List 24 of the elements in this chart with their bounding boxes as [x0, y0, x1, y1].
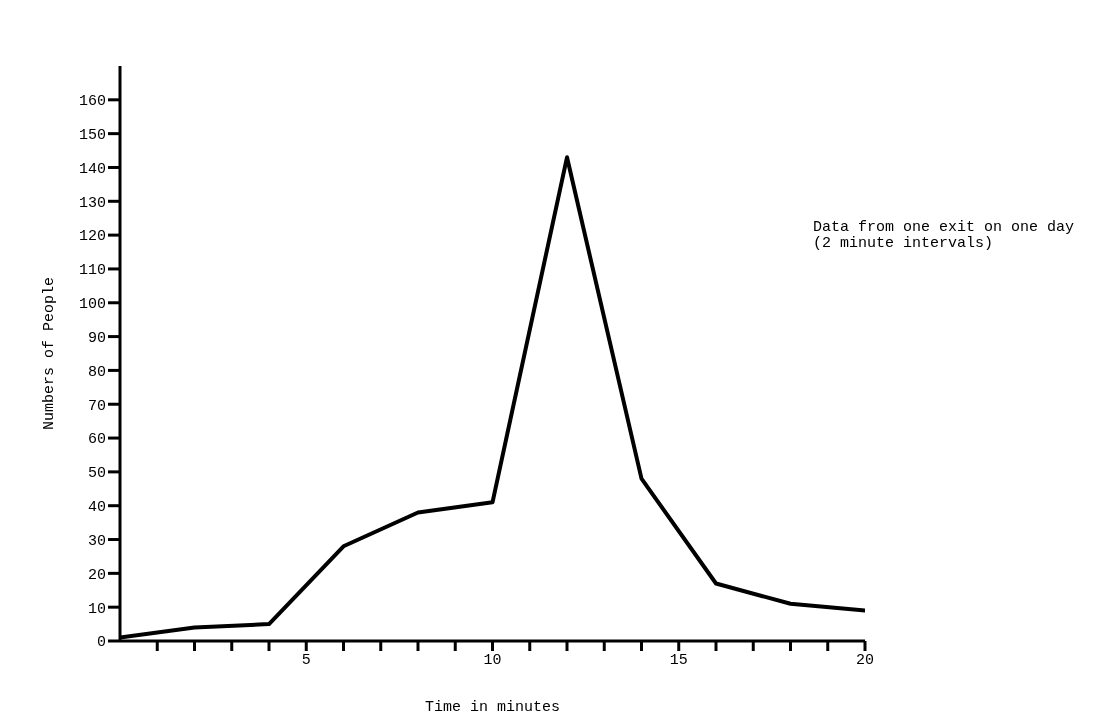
x-axis-title: Time in minutes	[424, 699, 561, 716]
y-tick-label: 30	[87, 532, 106, 550]
y-axis-title: Numbers of People	[41, 276, 59, 431]
y-tick-label: 110	[78, 262, 106, 280]
y-tick-label: 40	[87, 499, 106, 517]
y-tick-label: 80	[87, 363, 106, 381]
y-tick-label: 90	[87, 329, 106, 347]
y-tick-label: 120	[78, 228, 106, 246]
y-tick-label: 50	[87, 465, 106, 483]
x-tick-label: 10	[483, 651, 502, 669]
x-tick-label: 15	[669, 651, 688, 669]
y-tick-label: 150	[78, 126, 106, 144]
y-tick-label: 0	[96, 634, 106, 652]
y-tick-label: 140	[78, 160, 106, 178]
y-tick-label: 10	[87, 600, 106, 618]
x-tick-label: 5	[301, 651, 311, 669]
y-tick-label: 20	[87, 566, 106, 584]
y-tick-label: 130	[78, 194, 106, 212]
y-tick-label: 100	[78, 296, 106, 314]
y-tick-label: 70	[87, 397, 106, 415]
y-tick-label: 60	[87, 431, 106, 449]
annotation: Data from one exit on one day (2 minute intervals)	[813, 219, 1075, 252]
y-tick-label: 160	[78, 93, 106, 111]
x-tick-label: 20	[855, 651, 875, 669]
